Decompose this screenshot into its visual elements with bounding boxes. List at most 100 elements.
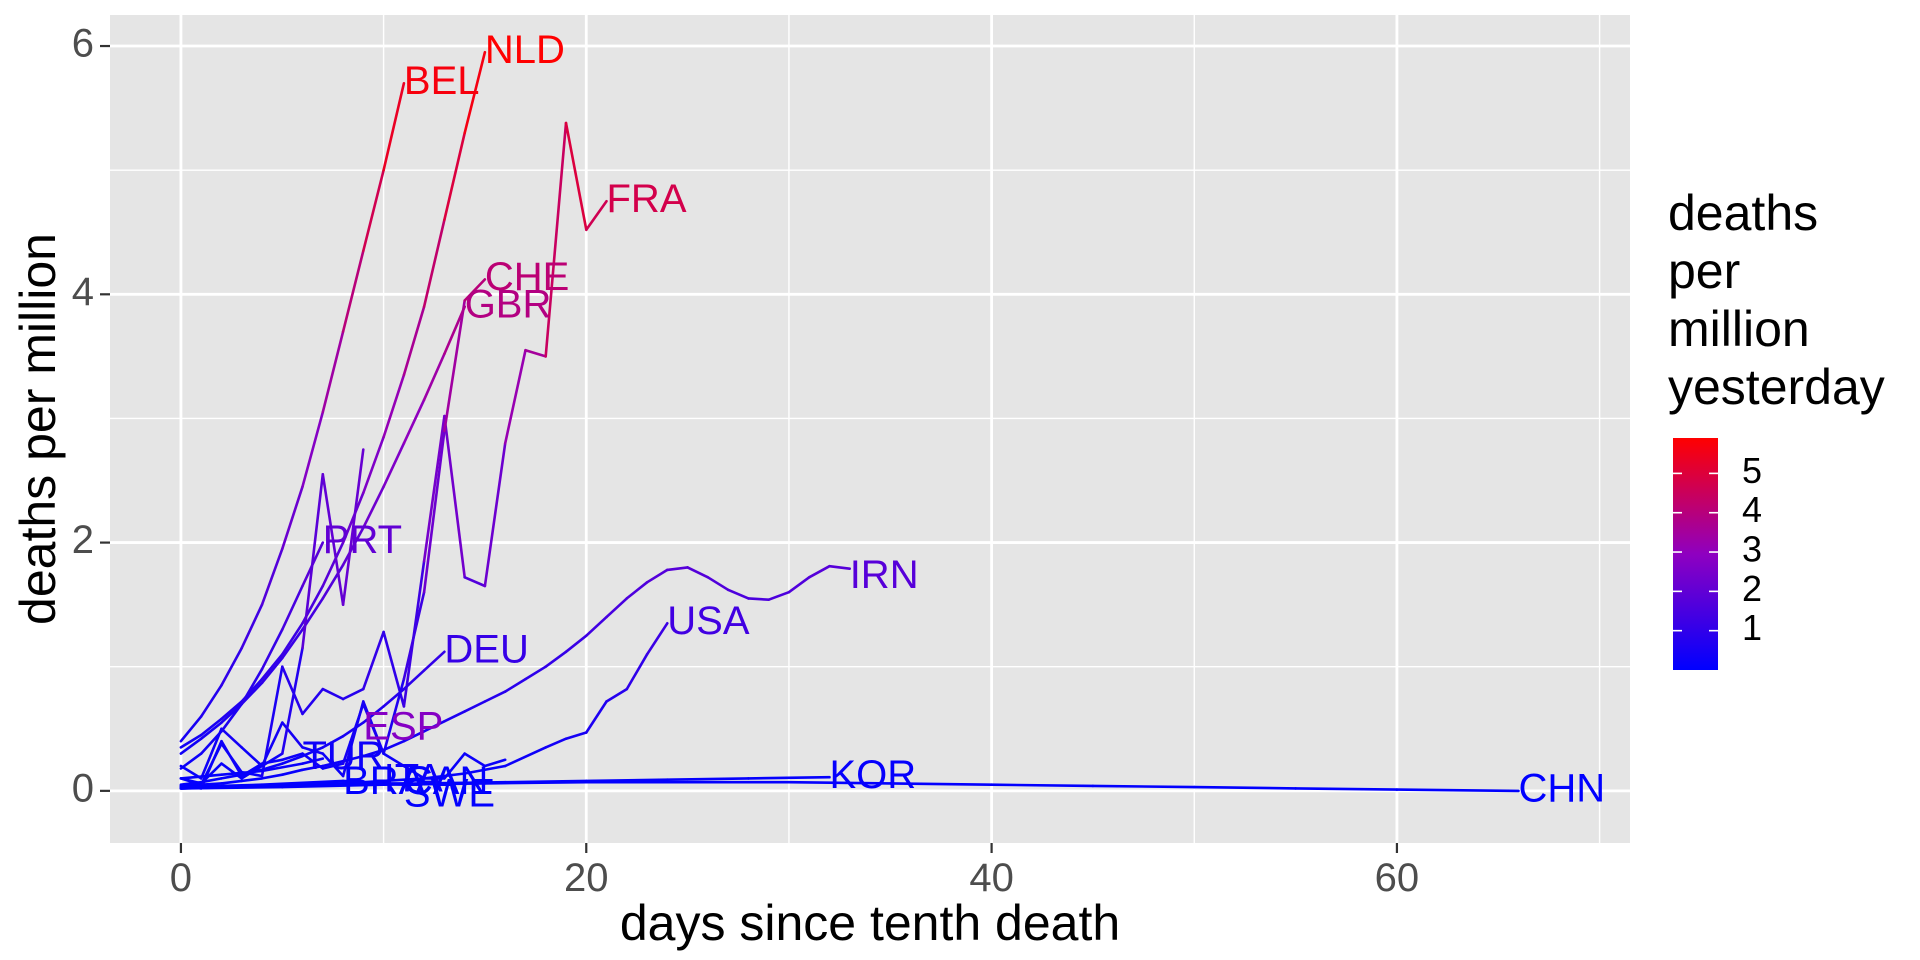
series-label-swe: SWE: [404, 771, 495, 815]
series-segment: [726, 588, 750, 600]
series-esp: [179, 448, 365, 780]
series-segment: [443, 131, 467, 222]
series-lines: [179, 50, 1520, 793]
series-label-chn: CHN: [1519, 766, 1606, 810]
series-segment: [199, 739, 223, 790]
y-tick-labels: 0 2 4 6: [72, 22, 94, 811]
series-segment: [1091, 784, 1196, 789]
series-segment: [179, 784, 264, 789]
series-segment: [564, 634, 588, 654]
series-segment: [483, 758, 507, 768]
series-segment: [179, 737, 203, 755]
series-segment: [463, 700, 487, 713]
series-label-gbr: GBR: [465, 282, 552, 326]
series-segment: [645, 568, 669, 584]
series-segment: [260, 752, 284, 768]
series-segment: [463, 575, 487, 588]
series-label-fra: FRA: [607, 177, 687, 221]
series-segment: [1395, 788, 1520, 793]
series-tur: [179, 757, 325, 780]
series-segment: [260, 721, 284, 768]
series-segment: [524, 665, 548, 681]
series-segment: [807, 564, 831, 579]
series-segment: [625, 652, 649, 691]
series-fra: [179, 121, 608, 787]
series-irn: [179, 564, 852, 788]
series-segment: [280, 621, 304, 656]
series-segment: [402, 729, 426, 743]
series-segment: [422, 429, 446, 594]
series-segment: [483, 690, 507, 703]
series-segment: [199, 683, 223, 718]
legend-tick-label: 1: [1742, 607, 1762, 648]
series-segment: [483, 780, 588, 785]
series-segment: [544, 737, 568, 749]
series-segment: [280, 485, 304, 551]
series-segment: [402, 398, 426, 445]
series-segment: [463, 752, 487, 768]
series-segment: [422, 650, 446, 672]
series-segment: [240, 746, 264, 768]
series-segment: [240, 667, 264, 706]
y-tick-label: 0: [72, 766, 94, 810]
series-label-usa: USA: [667, 599, 750, 643]
series-segment: [382, 777, 426, 783]
series-segment: [463, 278, 487, 302]
series-segment: [503, 746, 548, 768]
series-segment: [382, 373, 406, 439]
series-segment: [443, 305, 467, 356]
legend-title-line: per: [1668, 243, 1740, 299]
series-segment: [260, 547, 284, 607]
axis-ticks: [100, 44, 1399, 853]
x-tick-label: 20: [564, 856, 609, 900]
series-segment: [301, 757, 325, 765]
series-segment: [321, 330, 345, 414]
series-segment: [503, 677, 527, 693]
series-segment: [260, 656, 284, 685]
series-segment: [199, 721, 223, 741]
series-segment: [341, 702, 365, 765]
series-segment: [321, 563, 345, 600]
y-tick-label: 6: [72, 22, 94, 66]
x-tick-labels: 0 20 40 60: [170, 856, 1419, 900]
series-segment: [382, 752, 406, 768]
series-label-deu: DEU: [444, 627, 528, 671]
series-segment: [382, 441, 406, 489]
grid-lines: [110, 15, 1630, 843]
series-label-bel: BEL: [404, 59, 480, 103]
series-segment: [402, 764, 426, 780]
series-label-nld: NLD: [485, 28, 565, 72]
series-segment: [564, 121, 588, 232]
series-segment: [544, 121, 568, 358]
series-segment: [443, 414, 467, 579]
series-segment: [422, 414, 446, 563]
series-segment: [341, 721, 365, 738]
series-segment: [280, 628, 304, 660]
series-segment: [990, 783, 1095, 788]
plot-panel: [110, 15, 1630, 843]
series-label-prt: PRT: [323, 518, 402, 562]
series-segment: [199, 727, 223, 780]
series-segment: [220, 769, 264, 777]
series-segment: [341, 687, 365, 701]
series-segment: [280, 584, 304, 631]
series-segment: [220, 773, 243, 780]
series-segment: [361, 435, 385, 495]
legend-tick-label: 3: [1742, 529, 1762, 570]
legend-tick-label: 5: [1742, 450, 1762, 491]
x-tick-label: 40: [969, 856, 1014, 900]
series-segment: [240, 603, 264, 650]
x-tick-label: 0: [170, 856, 192, 900]
series-segment: [422, 719, 446, 733]
series-label-can: CAN: [404, 759, 488, 803]
legend-title-line: million: [1668, 301, 1810, 357]
series-segment: [341, 754, 365, 763]
series-segment: [361, 748, 385, 758]
series-segment: [179, 752, 203, 770]
series-segment: [686, 566, 710, 579]
series-segment: [422, 218, 446, 309]
series-segment: [280, 646, 304, 755]
series-label-esp: ESP: [363, 704, 443, 748]
series-segment: [361, 705, 385, 724]
series-segment: [524, 348, 548, 358]
